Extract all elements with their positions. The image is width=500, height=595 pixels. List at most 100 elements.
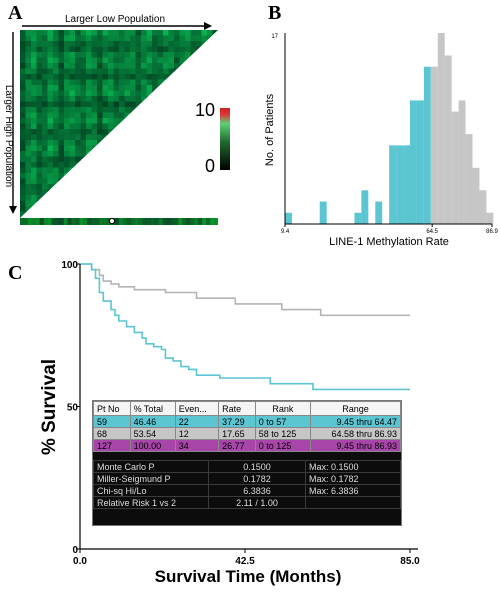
heatmap-cell <box>152 35 158 42</box>
heatmap-cell <box>31 35 37 42</box>
col-header-events: Even... <box>174 401 220 416</box>
cell-pct: 100.00 <box>129 439 176 452</box>
heatmap-cell <box>69 96 76 102</box>
heatmap-strip-cell <box>162 218 167 225</box>
heatmap-cell <box>130 57 136 64</box>
heatmap-strip-cell <box>142 218 147 225</box>
heatmap-cell <box>190 52 197 58</box>
table-row: 59 46.46 22 37.29 0 to 57 9.45 thru 64.4… <box>93 415 402 428</box>
heatmap-cell <box>36 206 43 212</box>
heatmap-cell <box>58 107 65 113</box>
heatmap-strip-cell <box>75 218 80 225</box>
heatmap-cell <box>86 85 92 91</box>
heatmap-cell <box>31 184 37 190</box>
heatmap-cell <box>58 189 65 196</box>
heatmap-cell <box>157 30 164 36</box>
heatmap-cell <box>124 96 131 102</box>
heatmap-cell <box>108 90 114 97</box>
heatmap-cell <box>163 79 169 86</box>
heatmap-strip-cell <box>178 218 183 225</box>
heatmap-cell <box>135 96 142 102</box>
heatmap-cell <box>64 118 70 124</box>
stat-label: Monte Carlo P <box>93 460 209 473</box>
heatmap-cell <box>174 74 180 80</box>
heatmap-cell <box>69 57 76 64</box>
heatmap-cell <box>25 178 32 185</box>
heatmap-cell <box>141 52 147 58</box>
heatmap-cell <box>53 178 59 185</box>
heatmap-cell <box>36 134 43 141</box>
heatmap-cell <box>47 85 54 91</box>
heatmap-cell <box>75 118 81 124</box>
heatmap-cell <box>97 79 103 86</box>
heatmap-cell <box>47 129 54 135</box>
heatmap-cell <box>75 123 81 130</box>
heatmap-cell <box>36 79 43 86</box>
heatmap-cell <box>36 57 43 64</box>
heatmap-cell <box>69 118 76 124</box>
heatmap-cell <box>42 96 48 102</box>
heatmap-cell <box>113 79 120 86</box>
heatmap-cell <box>25 151 32 157</box>
stats-table: Monte Carlo P 0.1500 Max: 0.1500 Miller-… <box>93 460 401 509</box>
heatmap-cell <box>86 57 92 64</box>
heatmap-cell <box>75 35 81 42</box>
heatmap-cell <box>146 35 153 42</box>
heatmap-cell <box>86 140 92 146</box>
cell-pt: 127 <box>93 439 131 452</box>
heatmap-cell <box>31 85 37 91</box>
heatmap-cell <box>47 63 54 69</box>
heatmap-cell <box>47 96 54 102</box>
heatmap-cell <box>58 46 65 53</box>
heatmap-cell <box>152 46 158 53</box>
heatmap-strip-cell <box>194 218 199 225</box>
heatmap-cell <box>42 134 48 141</box>
heatmap-cell <box>31 151 37 157</box>
heatmap-cell <box>58 90 65 97</box>
survival-xlabel: Survival Time (Months) <box>155 567 342 586</box>
heatmap-cell <box>130 63 136 69</box>
heatmap-strip-cell <box>174 218 179 225</box>
heatmap-strip-cell <box>170 218 175 225</box>
cell-range: 9.45 thru 64.47 <box>309 415 402 428</box>
heatmap-cell <box>58 57 65 64</box>
heatmap-cell <box>201 41 208 47</box>
heatmap-cell <box>42 63 48 69</box>
heatmap-cell <box>20 206 26 212</box>
heatmap-cell <box>25 46 32 53</box>
heatmap-strip-cell <box>31 218 36 225</box>
heatmap-cell <box>42 162 48 168</box>
heatmap-cell <box>80 101 87 108</box>
heatmap-strip-cell <box>210 218 215 225</box>
heatmap-strip-cell <box>154 218 159 225</box>
histogram-xtick-label: 9.4 <box>281 229 290 235</box>
heatmap-cell <box>119 112 125 119</box>
heatmap-cell <box>135 112 142 119</box>
heatmap-cell <box>25 140 32 146</box>
heatmap-cell <box>80 57 87 64</box>
heatmap-cell <box>102 30 109 36</box>
heatmap-cell <box>119 30 125 36</box>
heatmap-strip-cell <box>47 218 52 225</box>
heatmap-cell <box>152 52 158 58</box>
heatmap-cell <box>152 90 158 97</box>
heatmap-cell <box>163 52 169 58</box>
heatmap-cell <box>179 41 186 47</box>
col-header-pct-total: % Total <box>129 401 176 416</box>
heatmap-cell <box>124 112 131 119</box>
heatmap-cell <box>141 41 147 47</box>
heatmap-cell <box>168 68 175 75</box>
heatmap-cell <box>20 90 26 97</box>
heatmap-cell <box>108 57 114 64</box>
heatmap-cell <box>163 63 169 69</box>
heatmap-cell <box>157 90 164 97</box>
heatmap-cell <box>163 57 169 64</box>
heatmap-cell <box>36 96 43 102</box>
histogram-bar <box>361 190 369 224</box>
heatmap-cell <box>69 30 76 36</box>
heatmap-cell <box>58 112 65 119</box>
heatmap-strip-cell <box>20 218 24 225</box>
heatmap-cell <box>20 30 26 36</box>
heatmap-cell <box>69 63 76 69</box>
heatmap-cell <box>102 57 109 64</box>
